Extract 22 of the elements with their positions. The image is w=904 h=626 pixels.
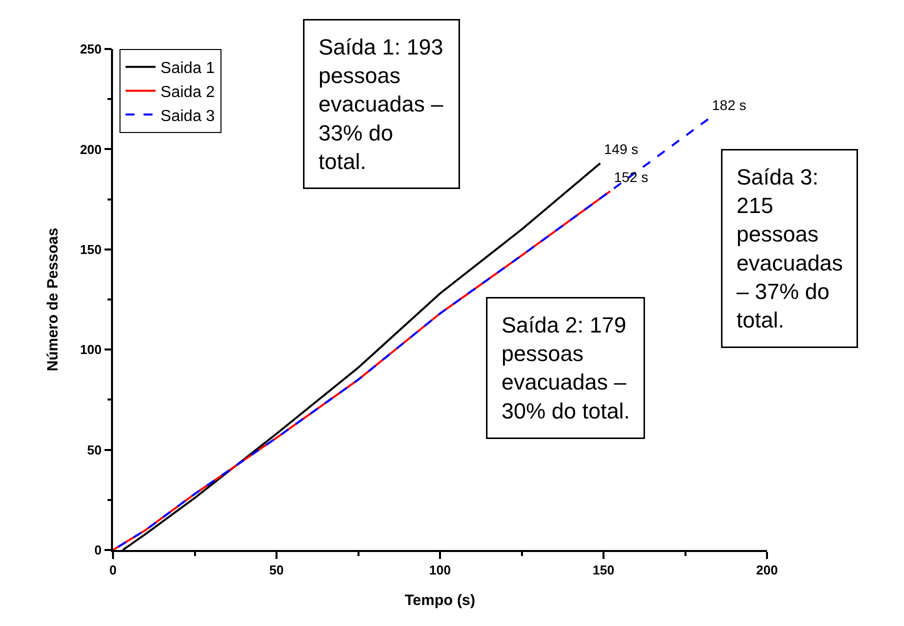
x-tick-label: 100 [429, 562, 451, 578]
annotation: Saída 3: 215 pessoas evacuadas – 37% do total. [736, 164, 843, 332]
y-axis-title: Número de Pessoas [44, 228, 62, 372]
y-tick-label: 150 [80, 242, 102, 257]
legend-label: Saida 3 [160, 108, 215, 125]
x-axis-title: Tempo (s) [404, 592, 476, 609]
y-tick-label: 250 [80, 42, 102, 57]
x-tick-label: 150 [592, 562, 614, 578]
y-tick-label: 0 [94, 542, 102, 558]
y-tick-label: 100 [80, 342, 102, 358]
x-tick-label: 50 [269, 562, 284, 578]
x-tick-label: 200 [756, 562, 778, 578]
y-tick-label: 50 [87, 442, 102, 458]
y-tick-label: 200 [80, 142, 102, 157]
legend-label: Saida 2 [160, 84, 215, 101]
legend-label: Saida 1 [160, 60, 215, 78]
annotation: 149 s [604, 141, 638, 157]
annotation: Saída 2: 179 pessoas evacuadas – 30% do total. [502, 312, 630, 424]
annotation: 152 s [614, 169, 648, 185]
x-tick-label: 0 [109, 562, 117, 578]
annotation: 182 s [712, 97, 746, 113]
annotation: Saída 1: 193 pessoas evacuadas – 33% do total. [318, 34, 444, 174]
